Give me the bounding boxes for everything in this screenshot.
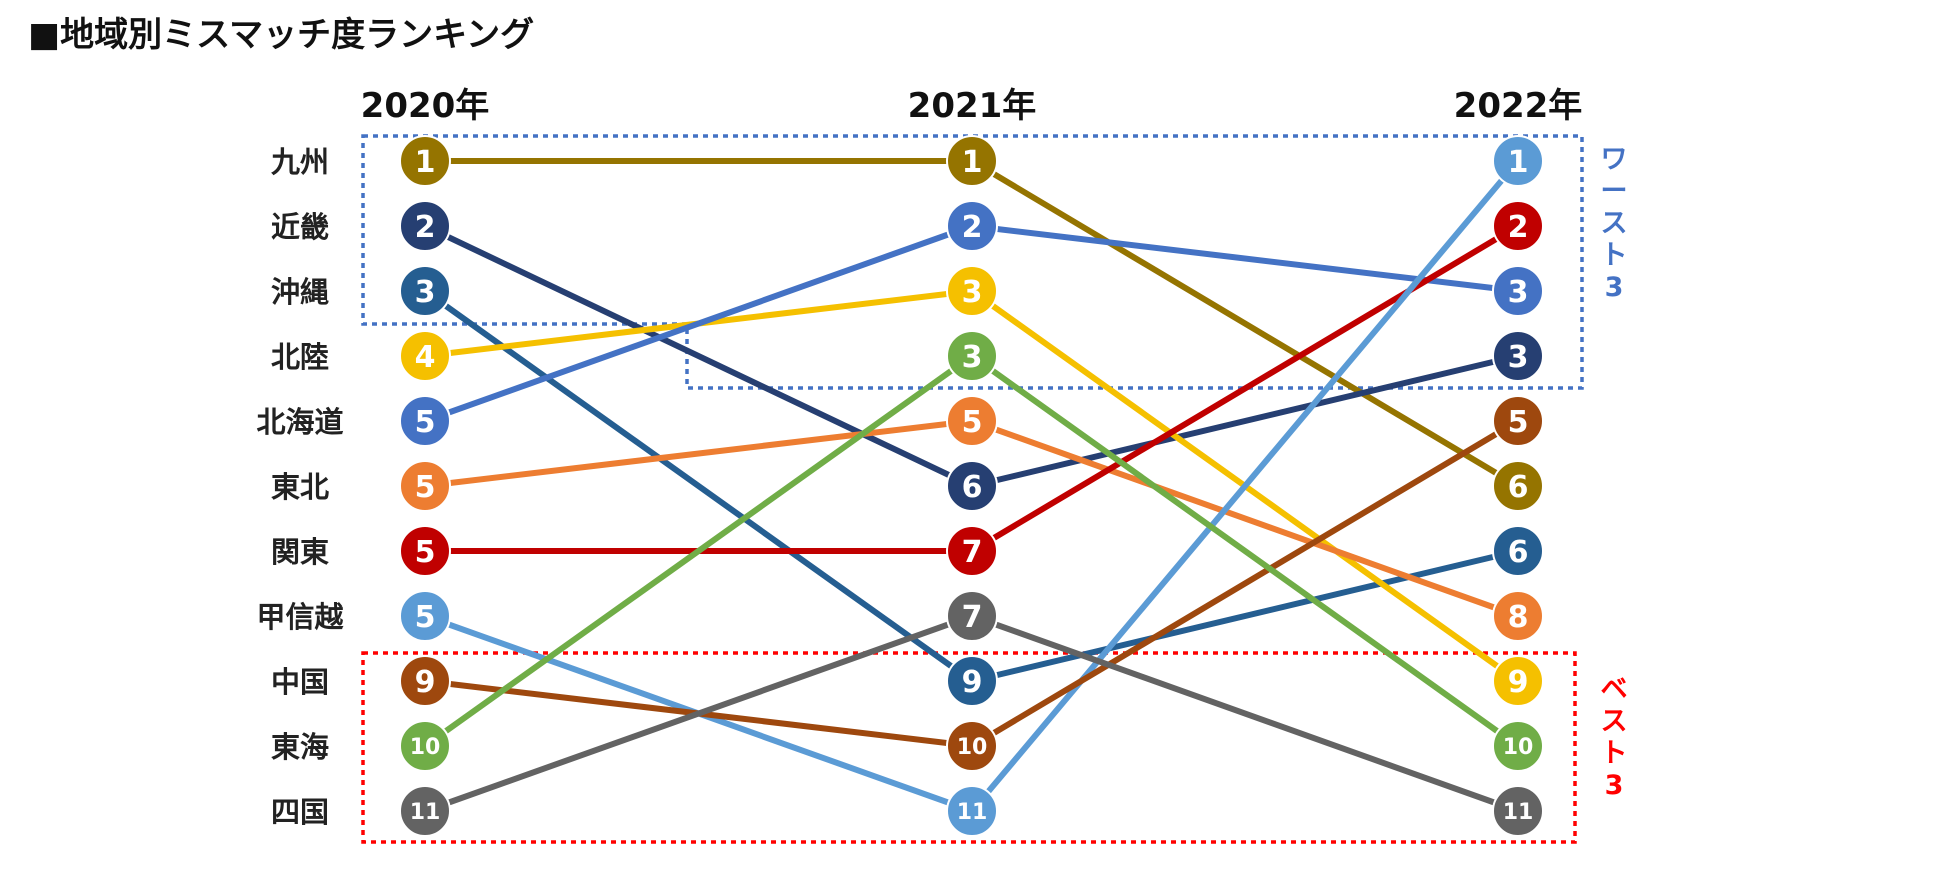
rank-label: 3 — [1508, 275, 1529, 310]
annotation-char: ー — [1601, 176, 1628, 207]
rank-label: 10 — [1503, 735, 1534, 760]
annotation-char: 3 — [1605, 272, 1624, 303]
rank-marker — [399, 460, 451, 512]
rank-label: 6 — [1508, 470, 1529, 505]
rank-marker — [1492, 525, 1544, 577]
rank-marker — [1492, 460, 1544, 512]
rank-label: 5 — [962, 405, 983, 440]
series-line — [423, 613, 1520, 814]
rank-marker — [946, 525, 998, 577]
region-label: 九州 — [271, 145, 329, 179]
rank-label: 2 — [1508, 210, 1529, 245]
rank-label: 9 — [1508, 665, 1529, 700]
rank-label: 3 — [1508, 340, 1529, 375]
rank-marker — [946, 330, 998, 382]
rank-label: 7 — [962, 535, 983, 570]
region-label: 北海道 — [256, 405, 343, 439]
rank-marker — [1492, 655, 1544, 707]
rank-label: 4 — [415, 340, 436, 375]
rank-marker — [946, 135, 998, 187]
rank-marker — [946, 460, 998, 512]
rank-marker — [946, 395, 998, 447]
rank-label: 7 — [962, 600, 983, 635]
region-label: 東北 — [271, 470, 329, 504]
rank-label: 9 — [962, 665, 983, 700]
rank-marker — [1492, 135, 1544, 187]
rank-label: 5 — [415, 470, 436, 505]
rank-label: 6 — [962, 470, 983, 505]
annotation-char: ワ — [1601, 144, 1628, 175]
rank-label: 11 — [1503, 800, 1534, 825]
region-label: 近畿 — [271, 210, 329, 244]
annotation-char: ベ — [1601, 674, 1628, 705]
region-label: 甲信越 — [256, 600, 344, 634]
rank-marker — [399, 135, 451, 187]
annotation-char: ト — [1601, 738, 1628, 769]
rank-marker — [399, 265, 451, 317]
year-label: 2021年 — [908, 86, 1037, 126]
rank-label: 5 — [415, 600, 436, 635]
rank-label: 10 — [957, 735, 988, 760]
rank-label: 8 — [1508, 600, 1529, 635]
annotation-char: ト — [1601, 240, 1628, 271]
rank-marker — [399, 330, 451, 382]
region-label: 北陸 — [271, 340, 329, 374]
rank-marker — [399, 590, 451, 642]
rank-label: 1 — [1508, 145, 1529, 180]
rank-label: 6 — [1508, 535, 1529, 570]
rank-marker — [1492, 330, 1544, 382]
rank-marker — [1492, 200, 1544, 252]
rank-marker — [1492, 785, 1544, 837]
rank-label: 3 — [415, 275, 436, 310]
region-label: 東海 — [271, 730, 329, 764]
region-label: 沖縄 — [271, 275, 329, 309]
rank-label: 10 — [410, 735, 441, 760]
rank-label: 9 — [415, 665, 436, 700]
annotation-char: ス — [1601, 706, 1628, 737]
rank-marker — [1492, 265, 1544, 317]
rank-marker — [399, 785, 451, 837]
year-label: 2020年 — [361, 86, 490, 126]
rank-marker — [1492, 395, 1544, 447]
chart-title: ■地域別ミスマッチ度ランキング — [28, 15, 534, 55]
rank-marker — [399, 655, 451, 707]
rank-marker — [399, 525, 451, 577]
worst-3-box — [361, 134, 1584, 390]
rank-marker — [946, 785, 998, 837]
rank-marker — [399, 720, 451, 772]
rank-label: 1 — [415, 145, 436, 180]
rank-label: 5 — [1508, 405, 1529, 440]
rank-label: 1 — [962, 145, 983, 180]
rank-marker — [399, 200, 451, 252]
rank-marker — [1492, 590, 1544, 642]
region-label: 四国 — [271, 795, 329, 829]
rank-label: 11 — [410, 800, 441, 825]
rank-label: 11 — [957, 800, 988, 825]
rank-label: 5 — [415, 405, 436, 440]
rank-marker — [946, 265, 998, 317]
rank-marker — [946, 200, 998, 252]
year-label: 2022年 — [1454, 86, 1583, 126]
region-label: 関東 — [271, 535, 329, 569]
annotation-char: ス — [1601, 208, 1628, 239]
rank-label: 2 — [415, 210, 436, 245]
rank-label: 2 — [962, 210, 983, 245]
rank-marker — [946, 720, 998, 772]
annotation-char: 3 — [1605, 770, 1624, 801]
rank-marker — [946, 655, 998, 707]
rank-marker — [1492, 720, 1544, 772]
rank-marker — [399, 395, 451, 447]
rank-label: 3 — [962, 340, 983, 375]
rank-marker — [946, 590, 998, 642]
region-label: 中国 — [271, 665, 329, 699]
rank-label: 3 — [962, 275, 983, 310]
rank-label: 5 — [415, 535, 436, 570]
